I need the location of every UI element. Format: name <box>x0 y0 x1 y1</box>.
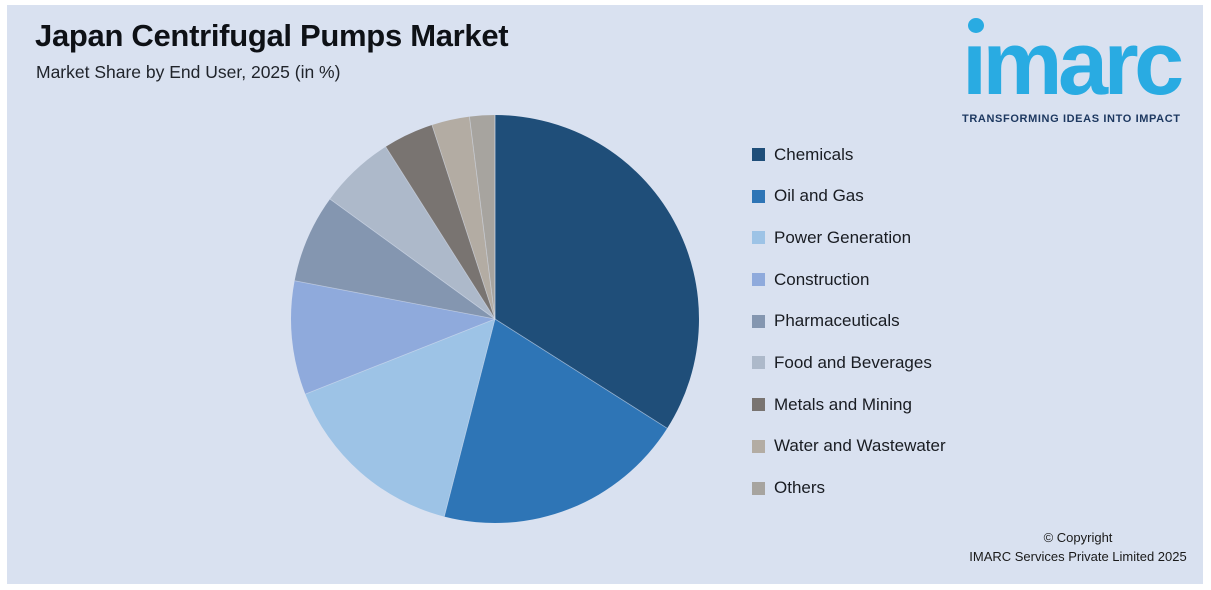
legend-swatch <box>752 189 765 203</box>
legend-item-construction: Construction <box>752 269 946 289</box>
legend-swatch <box>752 398 765 412</box>
legend-label: Water and Wastewater <box>774 436 946 456</box>
logo-wordmark: ımarc <box>962 14 1184 114</box>
legend-item-pharmaceuticals: Pharmaceuticals <box>752 311 946 331</box>
slice-separator <box>305 318 496 395</box>
page-subtitle: Market Share by End User, 2025 (in %) <box>36 62 341 82</box>
legend-label: Others <box>774 478 826 497</box>
legend-label: Food and Beverages <box>774 352 932 372</box>
legend-item-chemicals: Chemicals <box>752 144 946 164</box>
legend-label: Oil and Gas <box>774 186 864 206</box>
chart-panel: Japan Centrifugal Pumps Market Market Sh… <box>7 5 1203 584</box>
page-title: Japan Centrifugal Pumps Market <box>35 18 509 53</box>
slice-separator <box>329 198 496 320</box>
legend-label: Pharmaceuticals <box>774 311 900 331</box>
legend-swatch <box>752 273 765 287</box>
pie-chart <box>290 115 699 523</box>
slice-separator <box>494 318 668 429</box>
pie-slice-oil-and-gas <box>444 319 668 523</box>
slice-separator <box>469 116 496 320</box>
pie-slice-food-and-beverages <box>329 146 495 319</box>
logo-tagline: TRANSFORMING IDEAS INTO IMPACT <box>962 113 1181 125</box>
copyright-line1: © Copyright <box>1043 530 1113 545</box>
legend-swatch <box>752 314 765 328</box>
legend-item-metals-and-mining: Metals and Mining <box>752 394 946 414</box>
copyright: © Copyright IMARC Services Private Limit… <box>958 528 1198 566</box>
pie-slice-chemicals <box>495 115 699 429</box>
pie-slice-pharmaceuticals <box>294 199 495 319</box>
legend-swatch <box>752 356 765 370</box>
copyright-line2: IMARC Services Private Limited 2025 <box>969 549 1187 564</box>
pie-slice-water-and-wastewater <box>431 116 495 319</box>
legend-swatch <box>752 231 765 245</box>
legend-swatch <box>752 439 765 453</box>
slice-separator <box>294 280 496 320</box>
legend-item-food-and-beverages: Food and Beverages <box>752 352 946 372</box>
legend-label: Metals and Mining <box>774 394 912 414</box>
legend-item-others: Others <box>752 478 946 497</box>
slice-separator <box>431 124 496 320</box>
legend-item-oil-and-gas: Oil and Gas <box>752 186 946 206</box>
legend-item-water-and-wastewater: Water and Wastewater <box>752 436 946 456</box>
slice-separator <box>385 146 496 320</box>
legend-swatch <box>752 148 765 161</box>
imarc-logo: ımarc TRANSFORMING IDEAS INTO IMPACT <box>962 8 1200 125</box>
pie-slice-power-generation <box>305 319 495 517</box>
legend-label: Construction <box>774 269 870 289</box>
legend-item-power-generation: Power Generation <box>752 227 946 247</box>
legend-label: Power Generation <box>774 227 912 247</box>
legend-label: Chemicals <box>774 144 854 164</box>
pie-slice-construction <box>290 280 495 395</box>
logo-i-dot-icon <box>968 18 984 33</box>
slice-separator <box>443 318 496 517</box>
legend: Chemicals Oil and Gas Power Generation C… <box>752 144 946 521</box>
pie-slice-metals-and-mining <box>385 124 495 319</box>
legend-swatch <box>752 481 765 495</box>
